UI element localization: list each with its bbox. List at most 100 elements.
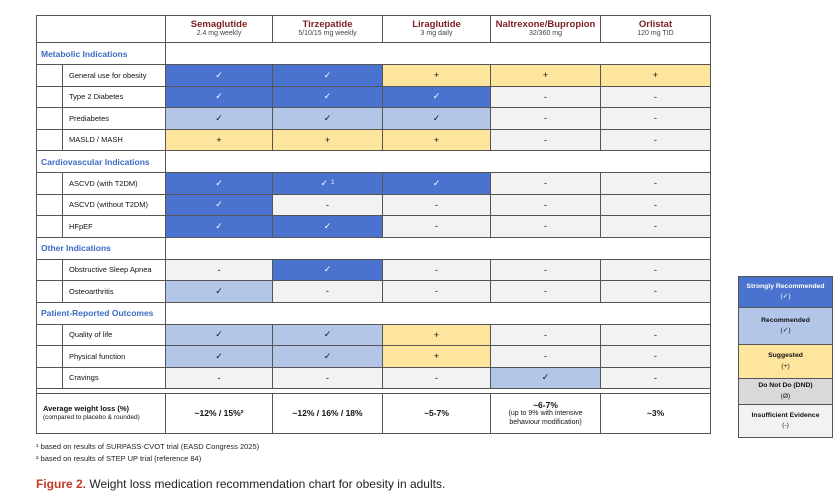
rating: ✓ bbox=[432, 112, 441, 123]
rating-cell: ✓ bbox=[165, 323, 273, 346]
weight-label: Average weight loss (%) (compared to plac… bbox=[36, 393, 166, 434]
row-label-text: ASCVD (with T2DM) bbox=[69, 178, 138, 188]
indent bbox=[36, 215, 63, 238]
row-label: Type 2 Diabetes bbox=[62, 85, 166, 108]
rating: ✓ bbox=[432, 91, 441, 102]
rating: - bbox=[654, 178, 657, 189]
rating: ✓ bbox=[323, 329, 332, 340]
rating: ✓ bbox=[215, 220, 223, 231]
rating-cell: ✓ bbox=[272, 215, 383, 238]
footnote-ref: 1 bbox=[331, 180, 335, 187]
row-label-text: MASLD / MASH bbox=[69, 135, 123, 145]
rating-cell: ✓ bbox=[165, 193, 273, 216]
rating-cell: - bbox=[272, 280, 383, 303]
row-label: General use for obesity bbox=[62, 64, 166, 87]
row-label-text: Obstructive Sleep Apnea bbox=[69, 265, 152, 275]
rating-cell: + bbox=[382, 64, 491, 87]
rating: ✓ bbox=[215, 329, 223, 340]
section-title: Cardiovascular Indications bbox=[36, 150, 166, 173]
rating-cell: - bbox=[600, 193, 711, 216]
legend-label: Recommended bbox=[761, 316, 810, 324]
rating-cell: + bbox=[600, 64, 711, 87]
rating: ✓ bbox=[432, 177, 441, 188]
weight-cell: ~6-7% (up to 9% with intensive behaviour … bbox=[490, 393, 601, 434]
rating: ✓ bbox=[541, 372, 550, 383]
indent bbox=[36, 64, 63, 87]
section-title: Other Indications bbox=[36, 236, 166, 260]
row-label: HFpEF bbox=[62, 215, 166, 238]
rating: - bbox=[217, 264, 221, 275]
column-header: Naltrexone/Bupropion 32/360 mg bbox=[490, 15, 601, 43]
rating-cell: - bbox=[600, 128, 711, 151]
section-blank bbox=[165, 236, 711, 260]
drug-dose: 3 mg daily bbox=[420, 30, 453, 38]
rating: + bbox=[433, 70, 440, 81]
row-label-text: Prediabetes bbox=[69, 113, 110, 123]
rating-cell: - bbox=[600, 215, 711, 238]
legend-symbol: (✓) bbox=[780, 293, 791, 300]
row-label-text: Osteoarthritis bbox=[69, 286, 114, 296]
rating-cell: - bbox=[165, 366, 273, 389]
indent bbox=[36, 128, 63, 151]
rating: ✓ bbox=[215, 177, 223, 188]
drug-dose: 120 mg TID bbox=[637, 30, 674, 38]
rating-cell: - bbox=[490, 85, 601, 108]
rating-cell: - bbox=[490, 128, 601, 151]
row-label: Physical function bbox=[62, 345, 166, 368]
rating: + bbox=[216, 134, 222, 145]
rating: - bbox=[544, 113, 547, 124]
weight-cell: ~5-7% bbox=[382, 393, 491, 434]
weight-cell: ~12% / 15%² bbox=[165, 393, 273, 434]
rating: ✓ bbox=[215, 112, 223, 123]
row-label-text: Type 2 Diabetes bbox=[69, 92, 124, 102]
rating-cell: ✓ bbox=[165, 85, 273, 108]
rating: ✓ bbox=[323, 264, 332, 275]
weight-note: (compared to placebo & rounded) bbox=[43, 414, 140, 422]
rating-cell: + bbox=[382, 345, 491, 368]
rating: + bbox=[324, 134, 331, 145]
weight-value: ~12% / 16% / 18% bbox=[292, 408, 363, 419]
rating: + bbox=[433, 134, 440, 145]
weight-label-text: Average weight loss (%) bbox=[43, 404, 129, 414]
legend-label: Suggested bbox=[768, 352, 803, 360]
caption-text: Weight loss medication recommendation ch… bbox=[89, 477, 446, 491]
indent bbox=[36, 258, 63, 281]
rating: ✓ bbox=[215, 350, 223, 361]
section-blank bbox=[165, 42, 711, 65]
rating: - bbox=[654, 199, 657, 210]
rating: ✓ bbox=[323, 91, 332, 102]
caption: Figure 2. Weight loss medication recomme… bbox=[36, 477, 445, 491]
rating: - bbox=[654, 113, 657, 124]
section-blank bbox=[165, 150, 711, 173]
rating-cell: - bbox=[382, 258, 491, 281]
rating: - bbox=[654, 134, 657, 145]
row-label-text: ASCVD (without T2DM) bbox=[69, 200, 149, 210]
indent bbox=[36, 193, 63, 216]
drug-name: Semaglutide bbox=[190, 18, 248, 30]
drug-name: Tirzepatide bbox=[302, 18, 353, 30]
rating-cell: - bbox=[600, 85, 711, 108]
rating: - bbox=[654, 221, 657, 232]
header-blank bbox=[36, 15, 166, 43]
section-title-text: Other Indications bbox=[41, 243, 111, 253]
rating: ✓ bbox=[320, 177, 329, 188]
rating-cell: - bbox=[490, 107, 601, 130]
drug-dose: 2.4 mg weekly bbox=[196, 30, 242, 38]
weight-cell: ~12% / 16% / 18% bbox=[272, 393, 383, 434]
rating-cell: - bbox=[600, 172, 711, 195]
rating-cell: - bbox=[600, 345, 711, 368]
rating-cell: ✓ bbox=[382, 172, 491, 195]
rating-cell: - bbox=[600, 366, 711, 389]
rating: - bbox=[654, 286, 657, 297]
column-header: Semaglutide 2.4 mg weekly bbox=[165, 15, 273, 43]
weight-sub: (up to 9% with intensive behaviour modif… bbox=[508, 410, 583, 426]
rating-cell: ✓ bbox=[272, 85, 383, 108]
legend-symbol: (✓) bbox=[780, 327, 791, 334]
legend-item: Strongly Recommended (✓) bbox=[738, 276, 833, 308]
rating: - bbox=[544, 199, 547, 210]
row-label: Prediabetes bbox=[62, 107, 166, 130]
legend-item: Suggested (+) bbox=[738, 344, 833, 379]
rating-cell: ✓ bbox=[272, 345, 383, 368]
legend-item: Recommended (✓) bbox=[738, 307, 833, 345]
